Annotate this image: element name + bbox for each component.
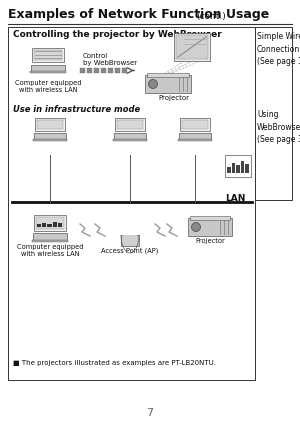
- Bar: [94, 68, 99, 73]
- Bar: [37, 224, 41, 227]
- Bar: [8, 27, 255, 380]
- Bar: [33, 233, 67, 241]
- Bar: [178, 139, 212, 141]
- Bar: [180, 118, 210, 131]
- Text: Control
by WebBrowser: Control by WebBrowser: [83, 53, 137, 66]
- Bar: [117, 120, 143, 129]
- Bar: [34, 133, 66, 140]
- Bar: [241, 161, 244, 173]
- Circle shape: [191, 222, 200, 231]
- Bar: [232, 163, 235, 173]
- Bar: [179, 133, 211, 140]
- Bar: [174, 33, 210, 61]
- Bar: [47, 224, 52, 227]
- Circle shape: [148, 80, 158, 89]
- Bar: [227, 167, 230, 173]
- Bar: [114, 133, 146, 140]
- Bar: [182, 120, 208, 129]
- Bar: [115, 68, 120, 73]
- Bar: [80, 68, 85, 73]
- Bar: [32, 48, 64, 62]
- Bar: [190, 216, 230, 220]
- Bar: [147, 73, 189, 77]
- Bar: [33, 139, 67, 141]
- Text: ■ The projectors illustrated as examples are PT-LB20NTU.: ■ The projectors illustrated as examples…: [13, 360, 216, 366]
- Bar: [37, 120, 63, 129]
- Text: LAN: LAN: [225, 194, 245, 203]
- Bar: [245, 164, 248, 173]
- Bar: [32, 240, 68, 242]
- Bar: [34, 215, 66, 230]
- Bar: [122, 68, 127, 73]
- Bar: [236, 165, 239, 173]
- Text: Controlling the projector by WebBrowser: Controlling the projector by WebBrowser: [13, 30, 222, 39]
- Text: Access Point (AP): Access Point (AP): [101, 248, 159, 254]
- Text: Computer equipped
with wireless LAN: Computer equipped with wireless LAN: [15, 80, 81, 93]
- Bar: [52, 222, 57, 227]
- Bar: [113, 139, 147, 141]
- Bar: [123, 235, 137, 245]
- Bar: [176, 35, 208, 59]
- Bar: [101, 68, 106, 73]
- Bar: [121, 235, 139, 246]
- Bar: [42, 223, 46, 227]
- Bar: [255, 27, 292, 200]
- Bar: [30, 71, 66, 73]
- Text: Computer equipped
with wireless LAN: Computer equipped with wireless LAN: [17, 244, 83, 257]
- Bar: [225, 155, 251, 177]
- Text: (cont.): (cont.): [196, 12, 226, 21]
- Bar: [58, 223, 62, 227]
- Bar: [36, 217, 64, 229]
- Bar: [34, 50, 62, 60]
- Bar: [31, 65, 65, 72]
- Text: Using
WebBrowser
(See page 38): Using WebBrowser (See page 38): [257, 110, 300, 144]
- Text: Projector: Projector: [195, 238, 225, 244]
- Text: 7: 7: [146, 408, 154, 418]
- Bar: [108, 68, 113, 73]
- Text: Examples of Network Function Usage: Examples of Network Function Usage: [8, 8, 269, 21]
- Bar: [87, 68, 92, 73]
- Bar: [115, 118, 145, 131]
- Text: Use in infrastructure mode: Use in infrastructure mode: [13, 105, 140, 114]
- Bar: [188, 218, 232, 236]
- Text: Simple Wireless
Connection
(See page 11): Simple Wireless Connection (See page 11): [257, 32, 300, 66]
- Bar: [35, 118, 65, 131]
- Bar: [145, 75, 191, 93]
- Text: Projector: Projector: [158, 95, 190, 101]
